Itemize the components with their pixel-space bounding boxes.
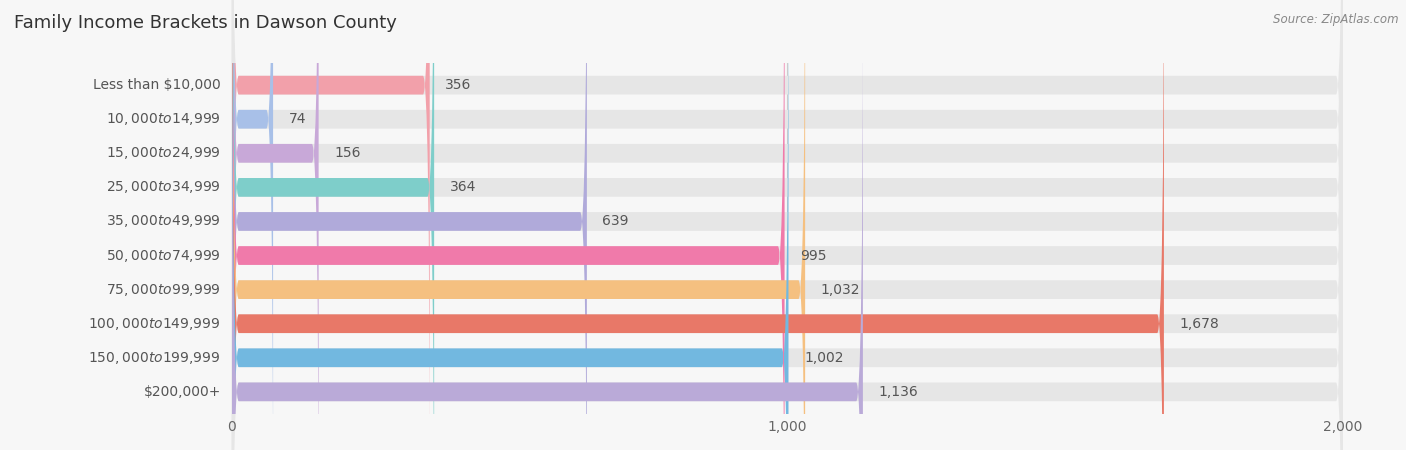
FancyBboxPatch shape [232, 0, 273, 450]
Text: 74: 74 [288, 112, 307, 126]
FancyBboxPatch shape [232, 0, 430, 450]
Text: $200,000+: $200,000+ [143, 385, 221, 399]
FancyBboxPatch shape [232, 0, 1343, 450]
FancyBboxPatch shape [232, 0, 1343, 450]
Text: Family Income Brackets in Dawson County: Family Income Brackets in Dawson County [14, 14, 396, 32]
FancyBboxPatch shape [232, 0, 789, 450]
Text: 364: 364 [450, 180, 477, 194]
FancyBboxPatch shape [232, 0, 1343, 450]
Text: 1,136: 1,136 [879, 385, 918, 399]
Text: $150,000 to $199,999: $150,000 to $199,999 [89, 350, 221, 366]
FancyBboxPatch shape [232, 0, 1343, 450]
Text: 156: 156 [335, 146, 361, 160]
Text: 1,678: 1,678 [1180, 317, 1219, 331]
Text: 1,032: 1,032 [821, 283, 860, 297]
Text: $100,000 to $149,999: $100,000 to $149,999 [89, 316, 221, 332]
FancyBboxPatch shape [232, 0, 1343, 450]
FancyBboxPatch shape [232, 0, 1343, 450]
FancyBboxPatch shape [232, 0, 1164, 450]
Text: $15,000 to $24,999: $15,000 to $24,999 [105, 145, 221, 161]
FancyBboxPatch shape [232, 0, 1343, 450]
Text: 1,002: 1,002 [804, 351, 844, 365]
FancyBboxPatch shape [232, 0, 434, 450]
Text: $10,000 to $14,999: $10,000 to $14,999 [105, 111, 221, 127]
FancyBboxPatch shape [232, 0, 1343, 450]
Text: $50,000 to $74,999: $50,000 to $74,999 [105, 248, 221, 264]
FancyBboxPatch shape [232, 0, 1343, 450]
Text: Less than $10,000: Less than $10,000 [93, 78, 221, 92]
FancyBboxPatch shape [232, 0, 586, 450]
Text: 639: 639 [602, 215, 628, 229]
Text: 995: 995 [800, 248, 827, 262]
FancyBboxPatch shape [232, 0, 863, 450]
Text: $25,000 to $34,999: $25,000 to $34,999 [105, 180, 221, 195]
Text: $35,000 to $49,999: $35,000 to $49,999 [105, 213, 221, 230]
Text: 356: 356 [446, 78, 471, 92]
FancyBboxPatch shape [232, 0, 806, 450]
Text: $75,000 to $99,999: $75,000 to $99,999 [105, 282, 221, 297]
FancyBboxPatch shape [232, 0, 319, 450]
Text: Source: ZipAtlas.com: Source: ZipAtlas.com [1274, 14, 1399, 27]
FancyBboxPatch shape [232, 0, 785, 450]
FancyBboxPatch shape [232, 0, 1343, 450]
